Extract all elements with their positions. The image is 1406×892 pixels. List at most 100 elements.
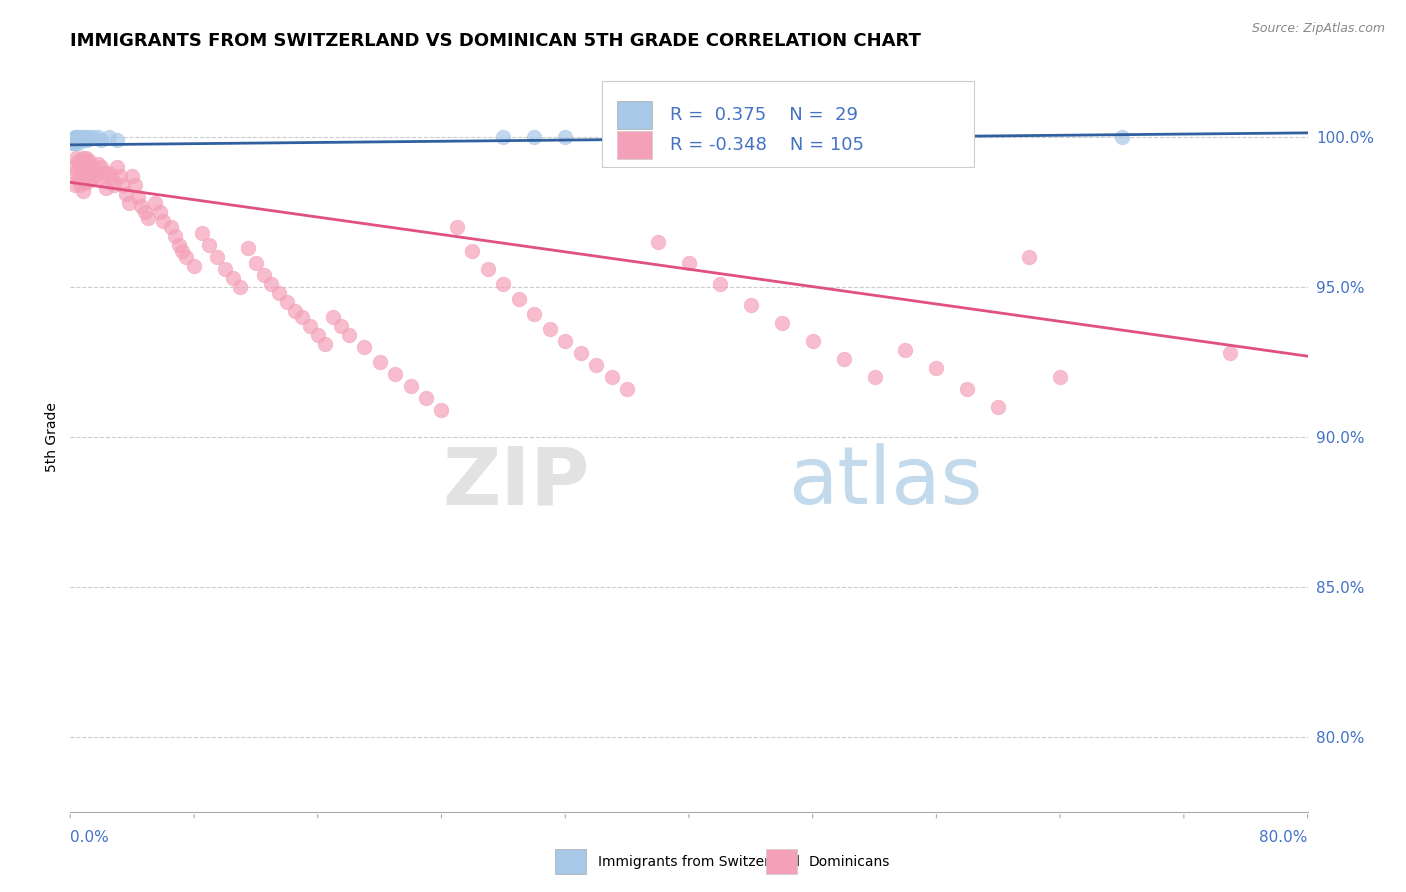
Point [72, 130, 94, 145]
Point [1111, 130, 1133, 145]
Point [108, 169, 131, 184]
Point [90, 161, 112, 175]
Point [276, 295, 298, 310]
Point [67, 133, 90, 147]
Point [69, 130, 91, 145]
Point [191, 227, 214, 241]
Point [63, 133, 86, 147]
Point [384, 367, 406, 381]
Point [82, 130, 105, 145]
Point [62, 136, 84, 151]
Point [183, 259, 205, 273]
Point [477, 262, 499, 277]
FancyBboxPatch shape [602, 81, 973, 168]
Point [554, 130, 576, 145]
Point [118, 196, 141, 211]
Point [709, 277, 731, 292]
Point [101, 172, 124, 186]
Point [678, 256, 700, 270]
Point [70, 130, 93, 145]
Point [82, 161, 105, 175]
Point [1018, 250, 1040, 264]
Point [430, 403, 453, 417]
Text: R =  0.375    N =  29: R = 0.375 N = 29 [671, 106, 859, 124]
Point [315, 337, 337, 351]
Point [554, 334, 576, 348]
Point [170, 244, 193, 259]
Point [569, 346, 592, 360]
Point [322, 310, 344, 325]
Point [77, 154, 100, 169]
Point [80, 172, 103, 186]
Point [79, 166, 101, 180]
Point [1219, 346, 1241, 360]
Point [337, 328, 360, 343]
Point [523, 130, 546, 145]
Point [127, 190, 149, 204]
Point [894, 343, 917, 358]
Point [461, 244, 484, 259]
Point [105, 161, 128, 175]
Point [63, 166, 86, 180]
Point [260, 277, 283, 292]
Point [76, 175, 98, 189]
Point [75, 169, 97, 184]
Point [770, 316, 793, 330]
Point [89, 172, 111, 186]
Point [98, 130, 120, 145]
Point [62, 133, 84, 147]
Point [87, 130, 110, 145]
Point [93, 166, 115, 180]
Point [73, 157, 96, 171]
Text: 0.0%: 0.0% [70, 830, 110, 845]
Text: IMMIGRANTS FROM SWITZERLAND VS DOMINICAN 5TH GRADE CORRELATION CHART: IMMIGRANTS FROM SWITZERLAND VS DOMINICAN… [70, 32, 921, 50]
Point [84, 169, 107, 184]
Point [72, 152, 94, 166]
Point [616, 382, 638, 396]
Point [60, 136, 83, 151]
Point [75, 130, 97, 145]
Point [70, 133, 93, 147]
Point [121, 169, 143, 184]
Point [832, 352, 855, 367]
Point [63, 130, 86, 145]
Point [167, 238, 190, 252]
Point [67, 130, 90, 145]
Point [538, 322, 561, 336]
Point [149, 205, 172, 219]
Point [73, 133, 96, 147]
Text: Dominicans: Dominicans [808, 855, 890, 869]
Point [124, 178, 146, 193]
Point [160, 220, 183, 235]
Text: Source: ZipAtlas.com: Source: ZipAtlas.com [1251, 22, 1385, 36]
Point [508, 292, 530, 306]
Point [492, 277, 515, 292]
Point [253, 268, 276, 283]
Point [353, 340, 375, 354]
Point [94, 181, 117, 195]
Point [76, 133, 98, 147]
Point [523, 307, 546, 321]
Point [446, 220, 468, 235]
Point [65, 152, 87, 166]
Point [152, 214, 174, 228]
Point [67, 172, 90, 186]
FancyBboxPatch shape [617, 101, 652, 129]
Point [72, 166, 94, 180]
Point [299, 319, 322, 334]
Point [368, 355, 391, 369]
Point [134, 205, 156, 219]
Point [67, 136, 90, 151]
Point [65, 130, 87, 145]
Text: R = -0.348    N = 105: R = -0.348 N = 105 [671, 136, 865, 153]
Point [145, 196, 166, 211]
Point [115, 187, 138, 202]
Point [105, 133, 128, 147]
Point [63, 136, 86, 151]
Point [62, 161, 84, 175]
Text: atlas: atlas [787, 443, 983, 521]
Point [987, 400, 1010, 414]
Point [284, 304, 307, 318]
Point [103, 178, 125, 193]
Text: ZIP: ZIP [443, 443, 591, 521]
